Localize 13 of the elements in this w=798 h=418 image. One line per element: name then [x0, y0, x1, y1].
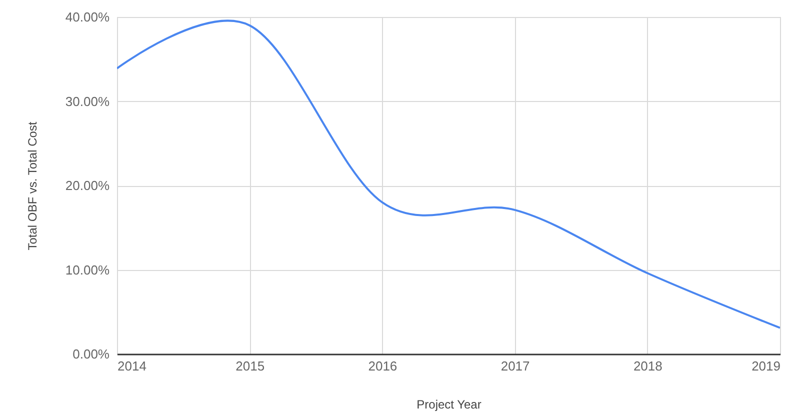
x-axis-title: Project Year — [416, 398, 482, 412]
x-tick-label: 2017 — [500, 358, 530, 374]
x-tick-label: 2018 — [633, 358, 662, 374]
y-tick-label: 0.00% — [72, 346, 110, 362]
x-tick-label: 2016 — [368, 358, 398, 374]
y-tick-label: 40.00% — [65, 10, 110, 24]
x-tick-label: 2014 — [118, 358, 146, 374]
y-tick-label: 10.00% — [65, 262, 110, 278]
y-tick-label: 30.00% — [65, 94, 110, 109]
x-tick-label: 2019 — [752, 358, 780, 374]
y-tick-label: 20.00% — [65, 178, 110, 193]
x-tick-label: 2015 — [236, 358, 265, 374]
y-axis-title: Total OBF vs. Total Cost — [25, 121, 40, 250]
